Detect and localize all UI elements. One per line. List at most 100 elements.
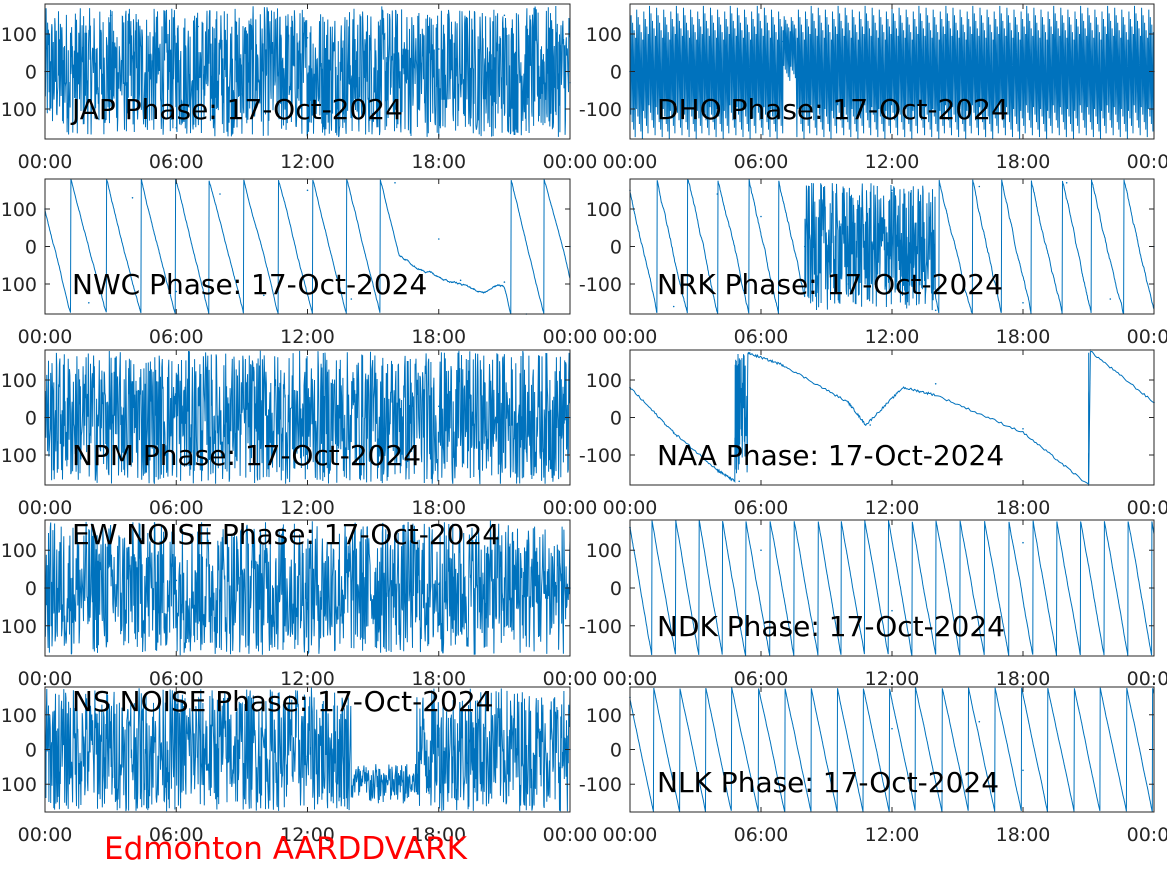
y-tick-label: 100 (586, 199, 622, 221)
phase-data-point (175, 290, 178, 293)
y-tick-label: 0 (25, 237, 37, 259)
phase-series-line (45, 179, 570, 314)
phase-data-point (1109, 298, 1112, 300)
x-tick-label: 00:00 (603, 668, 658, 690)
x-tick-label: 00:00 (543, 668, 598, 690)
phase-data-point (803, 245, 806, 248)
panel-title: NLK Phase: 17-Oct-2024 (657, 766, 999, 799)
x-tick-label: 00:00 (18, 151, 73, 173)
y-tick-label: 100 (586, 705, 622, 727)
phase-data-point (1022, 541, 1024, 544)
phase-panel: -100 0 100 00:00 06:00 12:00 18:00 00:00 NWC Pha… (0, 178, 597, 348)
phase-series-line (45, 687, 570, 812)
y-tick-label: 100 (1, 24, 37, 46)
phase-panel: -100 0 100 00:00 06:00 12:00 18:00 00:00 NPM Pha… (0, 349, 598, 519)
phase-data-point (438, 48, 440, 50)
x-tick-label: 00:00 (603, 497, 658, 519)
phase-data-point (891, 70, 893, 73)
phase-data-point (350, 298, 353, 300)
x-tick-label: 18:00 (411, 668, 466, 690)
phase-panel: -100 0 100 00:00 06:00 12:00 18:00 00:00 JAP Pha… (0, 3, 597, 173)
x-tick-label: 00:00 (603, 824, 658, 846)
phase-data-point (760, 70, 762, 73)
x-tick-label: 18:00 (996, 668, 1051, 690)
phase-series-line (630, 179, 1154, 314)
x-tick-label: 00:00 (543, 497, 598, 519)
phase-data-point (847, 283, 850, 285)
x-tick-label: 18:00 (411, 151, 466, 173)
phase-data-point (1022, 769, 1024, 772)
x-tick-label: 18:00 (411, 824, 466, 846)
x-tick-label: 06:00 (734, 668, 789, 690)
phase-data-point (306, 189, 309, 192)
panel-title: JAP Phase: 17-Oct-2024 (70, 93, 403, 126)
phase-data-point (306, 755, 309, 758)
y-tick-label: -100 (0, 99, 37, 121)
x-tick-label: 12:00 (280, 824, 335, 846)
y-tick-label: 100 (1, 705, 37, 727)
phase-data-point (438, 405, 440, 408)
phase-series-line (630, 350, 1154, 485)
phase-data-point (175, 398, 178, 400)
y-tick-label: 0 (25, 740, 37, 762)
phase-data-point (1022, 302, 1024, 304)
y-tick-label: -100 (0, 774, 37, 796)
panel-title: NWC Phase: 17-Oct-2024 (72, 268, 427, 301)
phase-data-point (197, 25, 199, 28)
phase-data-point (503, 14, 506, 17)
y-tick-label: 0 (25, 578, 37, 600)
y-tick-label: 100 (1, 540, 37, 562)
y-tick-label: 0 (610, 740, 622, 762)
phase-data-point (891, 189, 893, 192)
phase-series-line (45, 350, 570, 485)
x-tick-label: 12:00 (280, 668, 335, 690)
phase-data-point (782, 40, 784, 43)
x-tick-label: 12:00 (280, 326, 335, 348)
phase-data-point (760, 549, 762, 551)
phase-series-line (630, 687, 1154, 812)
x-tick-label: 06:00 (149, 668, 204, 690)
x-tick-label: 00:00 (18, 326, 73, 348)
y-tick-label: -100 (0, 616, 37, 638)
panel-title: NAA Phase: 17-Oct-2024 (657, 439, 1004, 472)
x-tick-label: 12:00 (865, 151, 920, 173)
phase-panel: -100 0 100 00:00 06:00 12:00 18:00 00:00 NDK Pha… (579, 519, 1167, 690)
x-tick-label: 06:00 (149, 824, 204, 846)
y-tick-label: 100 (586, 24, 622, 46)
phase-series-line (630, 520, 1154, 656)
panel-title: NPM Phase: 17-Oct-2024 (72, 439, 421, 472)
x-tick-label: 06:00 (149, 326, 204, 348)
phase-data-point (503, 281, 506, 283)
x-tick-label: 18:00 (411, 497, 466, 519)
phase-panel: -100 0 100 00:00 06:00 12:00 18:00 00:00 EW NOIS… (0, 518, 597, 690)
phase-data-point (1022, 428, 1024, 430)
y-tick-label: 0 (610, 408, 622, 430)
y-tick-label: -100 (0, 274, 37, 296)
x-tick-label: 12:00 (280, 151, 335, 173)
phase-series-line (45, 520, 570, 656)
phase-data-point (934, 383, 937, 385)
x-tick-label: 18:00 (996, 497, 1051, 519)
x-tick-label: 18:00 (996, 326, 1051, 348)
x-tick-label: 00:00 (18, 497, 73, 519)
panel-title: NS NOISE Phase: 17-Oct-2024 (72, 685, 493, 718)
y-tick-label: 0 (25, 408, 37, 430)
y-tick-label: 100 (1, 199, 37, 221)
y-tick-label: -100 (579, 774, 622, 796)
x-tick-label: 00:00 (1127, 824, 1167, 846)
phase-panel: -100 0 100 00:00 06:00 12:00 18:00 00:00 NAA Pha… (579, 349, 1167, 519)
phase-data-point (372, 783, 374, 785)
phase-data-point (394, 182, 396, 184)
phase-data-point (306, 598, 309, 601)
phase-data-point (891, 727, 893, 730)
x-tick-label: 06:00 (149, 497, 204, 519)
x-tick-label: 00:00 (18, 824, 73, 846)
x-tick-label: 06:00 (734, 824, 789, 846)
phase-data-point (306, 431, 309, 434)
panel-title: NDK Phase: 17-Oct-2024 (657, 610, 1005, 643)
phase-data-point (869, 424, 871, 426)
phase-data-point (891, 609, 893, 612)
phase-data-point (131, 197, 134, 199)
phase-data-point (109, 14, 112, 17)
